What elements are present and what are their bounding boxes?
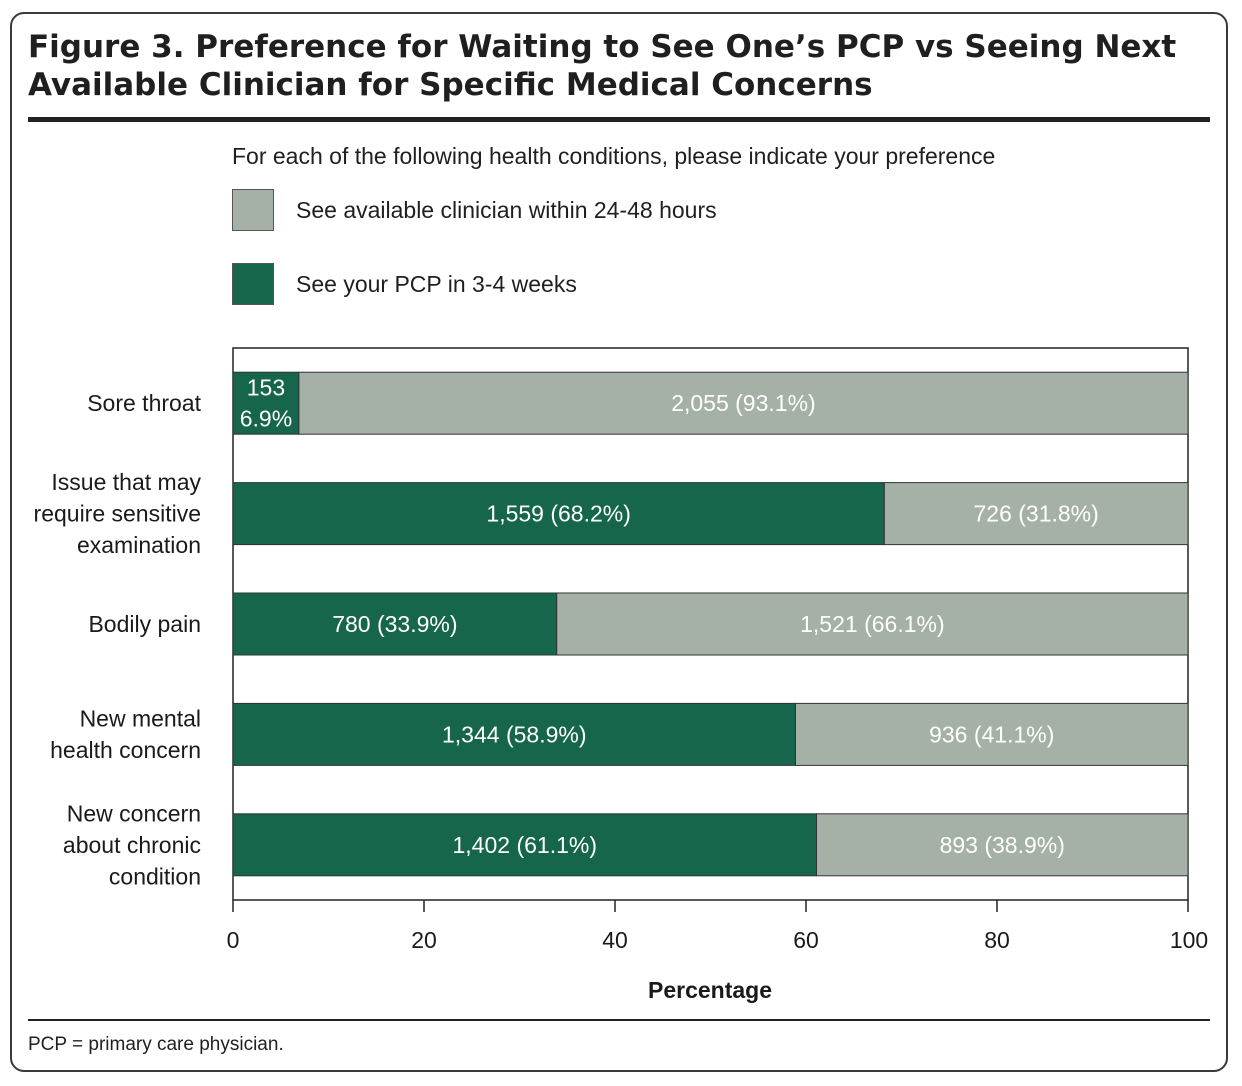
bar-label-available-4: 893 (38.9%): [940, 832, 1065, 858]
category-labels: Sore throat Issue that may require sensiti…: [34, 390, 202, 889]
x-tick-label-100: 100: [1170, 927, 1208, 953]
legend-item-available: See available clinician within 24-48 hou…: [232, 188, 717, 232]
x-tick-label-0: 0: [227, 927, 240, 953]
bar-available-1: [883, 482, 1189, 546]
figure-frame: [10, 12, 1228, 1072]
category-label-4: New concern about chronic condition: [63, 800, 201, 889]
bar-available-0: [298, 371, 1189, 435]
legend-label-available: See available clinician within 24-48 hou…: [296, 196, 717, 223]
category-label-0: Sore throat: [87, 390, 201, 416]
bar-pcp-0: [232, 371, 300, 435]
legend-label-pcp: See your PCP in 3-4 weeks: [296, 270, 577, 297]
x-tick-label-40: 40: [602, 927, 628, 953]
legend-item-pcp: See your PCP in 3-4 weeks: [232, 262, 577, 306]
figure-title: Figure 3. Preference for Waiting to See …: [28, 29, 1177, 103]
bar-label-pcp-2: 780 (33.9%): [332, 611, 457, 637]
category-label-3: New mental health concern: [50, 706, 201, 764]
category-label-2: Bodily pain: [88, 611, 201, 637]
bar-label-available-0: 2,055 (93.1%): [671, 390, 815, 416]
bar-label-pcp-1: 1,559 (68.2%): [486, 501, 630, 527]
footnote: PCP = primary care physician.: [28, 1034, 284, 1055]
title-divider: [28, 117, 1210, 122]
bar-available-3: [794, 702, 1189, 766]
legend-swatch-pcp: [232, 263, 274, 305]
x-tick-label-80: 80: [984, 927, 1010, 953]
bar-available-2: [556, 592, 1189, 656]
chart-subtitle: For each of the following health conditi…: [232, 143, 996, 169]
bar-label-available-1: 726 (31.8%): [973, 501, 1098, 527]
bar-pcp-2: [232, 592, 558, 656]
bar-label-available-2: 1,521 (66.1%): [800, 611, 944, 637]
bar-label-pcp-0: 153 6.9%: [240, 375, 292, 432]
footer-divider: [28, 1019, 1210, 1021]
bar-pcp-3: [232, 702, 796, 766]
bar-label-pcp-4: 1,402 (61.1%): [453, 832, 597, 858]
x-tick-label-60: 60: [793, 927, 819, 953]
bar-available-4: [816, 813, 1189, 877]
x-tick-label-20: 20: [411, 927, 437, 953]
bars-layer: 153 6.9% 2,055 (93.1%) 1,559 (68.2%) 726 (31…: [232, 371, 1189, 877]
x-axis: 0 20 40 60 80 100: [227, 900, 1208, 953]
bar-pcp-4: [232, 813, 818, 877]
category-label-1: Issue that may require sensitive examinati…: [34, 469, 202, 558]
legend-swatch-available: [232, 189, 274, 231]
bar-label-available-3: 936 (41.1%): [929, 721, 1054, 747]
x-axis-label: Percentage: [648, 977, 772, 1003]
bar-label-pcp-3: 1,344 (58.9%): [442, 721, 586, 747]
